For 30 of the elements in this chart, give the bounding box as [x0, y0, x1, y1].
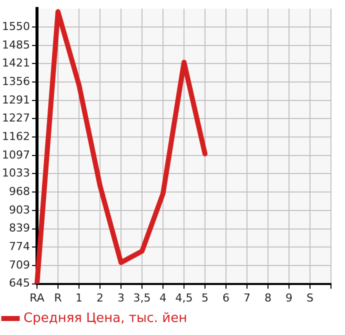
x-tick-label: RA: [30, 291, 45, 304]
x-tick-label: S: [306, 291, 314, 304]
x-tick-label: R: [54, 291, 62, 304]
y-tick-label: 645: [8, 276, 30, 290]
y-tick-label: 968: [8, 185, 30, 198]
y-tick-label: 839: [8, 222, 30, 235]
y-tick-label: 903: [8, 203, 30, 216]
y-tick-label: 1033: [2, 166, 30, 180]
x-tick-label: 5: [201, 291, 208, 304]
x-tick-label: 3,5: [133, 291, 151, 304]
x-tick-label: 3: [117, 291, 124, 304]
x-tick-label: 4,5: [175, 291, 193, 304]
y-tick-label: 1291: [2, 93, 30, 106]
y-tick-label: 709: [8, 258, 30, 272]
y-tick-label: 1356: [2, 74, 30, 88]
x-tick-label: 7: [244, 291, 250, 304]
x-tick-label: 1: [75, 291, 82, 304]
y-tick-label: 1485: [2, 38, 30, 52]
x-tick-label: 4: [159, 291, 166, 304]
x-tick-label: 8: [264, 291, 272, 304]
y-tick-label: 1097: [2, 148, 30, 162]
legend-label: Средняя Цена, тыс. йен: [24, 310, 188, 326]
x-tick-label: 9: [286, 291, 292, 304]
y-tick-label: 1421: [2, 56, 30, 70]
x-tick-label: 6: [222, 291, 230, 304]
y-tick-label: 774: [8, 240, 30, 254]
x-tick-label: 2: [96, 291, 104, 304]
y-tick-label: 1550: [2, 20, 30, 33]
y-tick-label: 1162: [2, 130, 30, 143]
y-tick-label: 1227: [2, 112, 30, 125]
